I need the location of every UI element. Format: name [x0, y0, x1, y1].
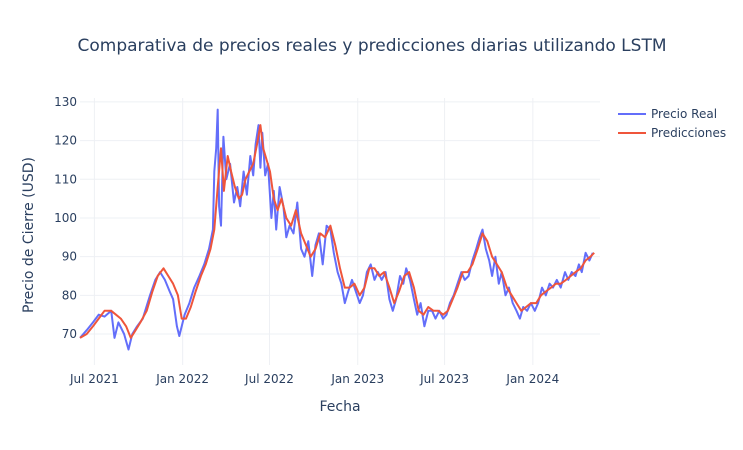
y-tick-label: 130	[54, 95, 77, 109]
x-tick-label: Jul 2023	[419, 372, 469, 386]
legend-label-precio-real: Precio Real	[651, 107, 717, 121]
chart-title: Comparativa de precios reales y predicci…	[77, 36, 666, 56]
legend[interactable]: Precio Real Predicciones	[618, 107, 726, 140]
y-tick-label: 90	[62, 250, 77, 264]
legend-item-predicciones[interactable]: Predicciones	[618, 126, 726, 140]
y-tick-label: 80	[62, 288, 77, 302]
x-tick-label: Jul 2021	[69, 372, 119, 386]
series-line-predicciones	[79, 124, 595, 339]
y-axis-label: Precio de Cierre (USD)	[21, 157, 37, 313]
x-tick-label: Jan 2022	[155, 372, 209, 386]
y-axis: 70 80 90 100 110 120 130	[54, 95, 77, 341]
series-layer	[79, 108, 595, 351]
y-tick-label: 100	[54, 211, 77, 225]
x-tick-label: Jan 2023	[330, 372, 384, 386]
y-tick-label: 120	[54, 134, 77, 148]
legend-item-precio-real[interactable]: Precio Real	[618, 107, 717, 121]
x-tick-label: Jan 2024	[505, 372, 559, 386]
series-line-precio-real	[79, 108, 594, 351]
x-tick-label: Jul 2022	[244, 372, 294, 386]
x-axis: Jul 2021 Jan 2022 Jul 2022 Jan 2023 Jul 2023…	[69, 372, 559, 386]
y-tick-label: 70	[62, 327, 77, 341]
legend-label-predicciones: Predicciones	[651, 126, 726, 140]
x-axis-label: Fecha	[319, 399, 360, 415]
y-tick-label: 110	[54, 172, 77, 186]
grid-layer	[80, 98, 600, 365]
